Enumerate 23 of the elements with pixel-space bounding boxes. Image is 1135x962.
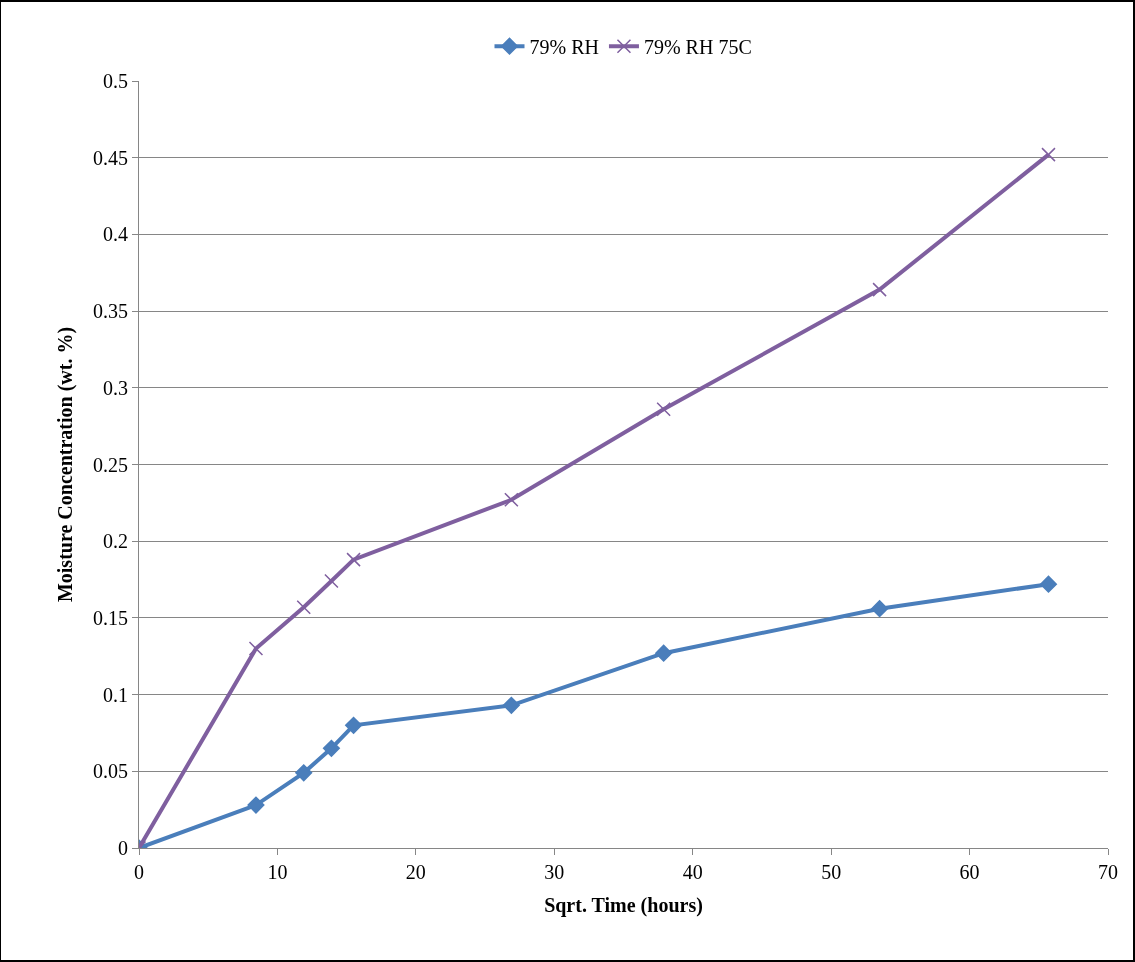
x-tick-label: 50 bbox=[821, 861, 842, 883]
legend-label: 79% RH bbox=[529, 35, 599, 58]
y-tick-label: 0.1 bbox=[103, 683, 128, 706]
y-axis-title: Moisture Concentration (wt. %) bbox=[53, 326, 77, 603]
x-tick-label: 70 bbox=[1098, 861, 1118, 883]
y-tick-label: 0.2 bbox=[103, 530, 128, 553]
x-tick-label: 20 bbox=[405, 861, 426, 883]
x-axis-title: Sqrt. Time (hours) bbox=[544, 893, 703, 917]
y-tick-label: 0 bbox=[118, 837, 128, 859]
y-tick-label: 0.45 bbox=[93, 146, 128, 169]
legend-label: 79% RH 75C bbox=[643, 35, 752, 58]
y-tick-label: 0.3 bbox=[103, 376, 128, 399]
y-tick-label: 0.5 bbox=[103, 70, 128, 92]
x-tick-label: 30 bbox=[544, 861, 565, 883]
y-tick-label: 0.25 bbox=[93, 453, 128, 476]
x-tick-label: 60 bbox=[959, 861, 980, 883]
x-tick-label: 40 bbox=[682, 861, 703, 883]
x-tick-label: 10 bbox=[267, 861, 288, 883]
x-tick-label: 0 bbox=[134, 861, 144, 883]
y-tick-label: 0.4 bbox=[103, 223, 128, 246]
y-tick-label: 0.15 bbox=[93, 606, 128, 629]
y-tick-label: 0.35 bbox=[93, 300, 128, 323]
y-tick-label: 0.05 bbox=[93, 760, 128, 783]
